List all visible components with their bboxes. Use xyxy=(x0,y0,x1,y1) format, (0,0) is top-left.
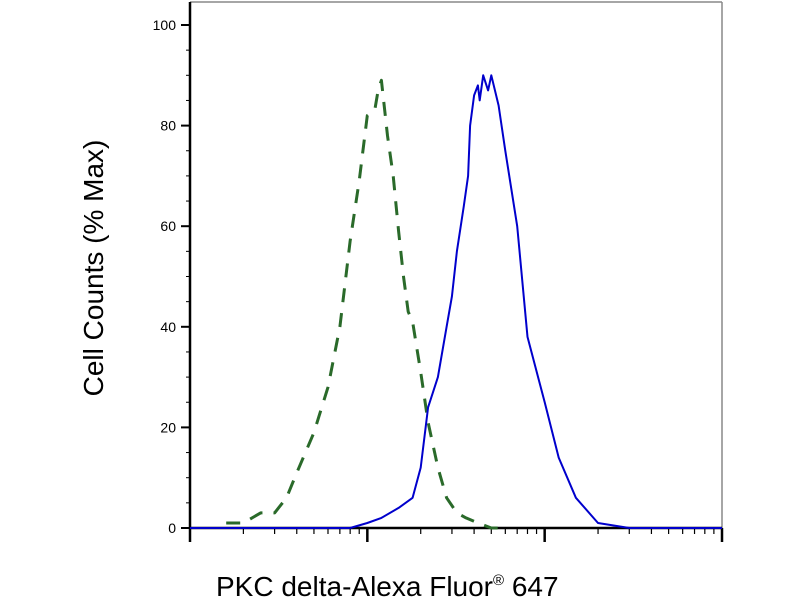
y-tick-label: 20 xyxy=(160,419,176,435)
x-axis-title-tail: 647 xyxy=(504,571,559,600)
y-tick-label: 0 xyxy=(168,520,176,536)
series-line-2 xyxy=(190,74,722,529)
y-tick-label: 100 xyxy=(153,17,177,33)
x-axis-title-mark: ® xyxy=(493,572,504,589)
y-tick-label: 40 xyxy=(160,319,176,335)
y-axis-title: Cell Counts (% Max) xyxy=(78,140,109,397)
x-axis-title-text: PKC delta-Alexa Fluor xyxy=(216,571,493,600)
y-tick-label: 60 xyxy=(160,218,176,234)
y-tick-label: 80 xyxy=(160,118,176,134)
series-line-1 xyxy=(226,78,506,530)
x-axis-title: PKC delta-Alexa Fluor® 647 xyxy=(216,571,559,600)
